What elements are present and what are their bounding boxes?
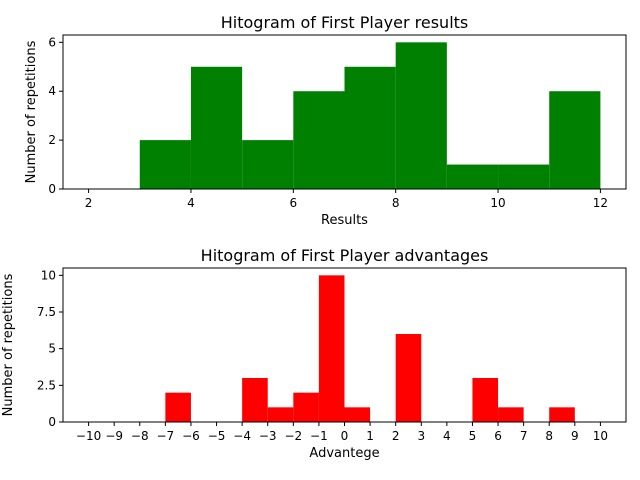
x-tick-label: 8 <box>545 429 553 443</box>
histogram-bar <box>190 66 243 189</box>
y-tick-label: 2 <box>48 133 56 147</box>
x-tick-label: 5 <box>469 429 477 443</box>
x-tick-label: 1 <box>366 429 374 443</box>
y-axis-label: Number of repetitions <box>1 273 16 416</box>
y-tick-label: 10 <box>41 268 56 282</box>
x-tick-label: −1 <box>310 429 328 443</box>
histogram-bar <box>549 91 601 189</box>
x-tick-label: 10 <box>490 196 505 210</box>
histogram-bar <box>498 407 524 422</box>
x-tick-label: −9 <box>105 429 123 443</box>
histogram-bar <box>344 407 371 422</box>
x-tick-label: 2 <box>85 196 93 210</box>
x-axis-label: Advantege <box>309 446 379 461</box>
histogram-bar <box>165 392 191 422</box>
x-tick-label: 9 <box>571 429 579 443</box>
x-tick-label: 3 <box>417 429 425 443</box>
y-tick-label: 5 <box>48 342 56 356</box>
x-tick-label: 6 <box>289 196 297 210</box>
x-tick-label: −5 <box>208 429 226 443</box>
chart-title: Hitogram of First Player results <box>221 13 469 32</box>
histogram-bar <box>318 275 345 422</box>
histogram-bar <box>395 42 447 189</box>
histogram-bar <box>293 392 319 422</box>
x-tick-label: −8 <box>131 429 149 443</box>
y-tick-label: 0 <box>48 182 56 196</box>
y-tick-label: 2.5 <box>37 378 56 392</box>
histogram-bar <box>498 164 550 189</box>
results-histogram: 2 4 6 8 10 12 0 2 4 6 Hitogram of First Player res… <box>24 13 627 228</box>
x-tick-label: −2 <box>284 429 302 443</box>
y-tick-label: 6 <box>48 35 56 49</box>
x-tick-label: −3 <box>259 429 277 443</box>
y-axis-label: Number of repetitions <box>24 40 39 183</box>
x-tick-label: −7 <box>157 429 175 443</box>
y-tick-label: 7.5 <box>37 305 56 319</box>
histogram-bar <box>242 378 268 422</box>
x-tick-label: −6 <box>182 429 200 443</box>
histogram-bar <box>446 164 499 189</box>
histogram-bar <box>293 91 345 189</box>
x-tick-label: 7 <box>520 429 528 443</box>
histogram-bar <box>344 66 396 189</box>
y-tick-label: 4 <box>48 84 56 98</box>
histogram-bar <box>549 407 575 422</box>
histogram-bar <box>395 334 422 422</box>
x-tick-label: 2 <box>392 429 400 443</box>
x-tick-label: 0 <box>341 429 349 443</box>
advantages-histogram: −10 −9 −8 −7 −6 −5 −4 −3 −2 −1 0 1 2 3 4 5 6 7 8 9 1002.557.… <box>1 246 627 461</box>
x-tick-label: 4 <box>443 429 451 443</box>
x-tick-label: 12 <box>593 196 608 210</box>
y-tick-label: 0 <box>48 415 56 429</box>
histogram-bar <box>267 407 294 422</box>
chart-title: Hitogram of First Player advantages <box>201 246 489 265</box>
x-tick-label: 10 <box>593 429 608 443</box>
x-tick-label: 4 <box>187 196 195 210</box>
histogram-bar <box>472 378 499 422</box>
histogram-bar <box>242 140 294 189</box>
x-tick-label: 8 <box>392 196 400 210</box>
x-axis-label: Results <box>321 213 368 228</box>
x-tick-label: 6 <box>494 429 502 443</box>
histogram-bar <box>139 140 191 189</box>
x-tick-label: −4 <box>233 429 251 443</box>
x-tick-label: −10 <box>76 429 101 443</box>
axes-frame <box>62 34 627 190</box>
